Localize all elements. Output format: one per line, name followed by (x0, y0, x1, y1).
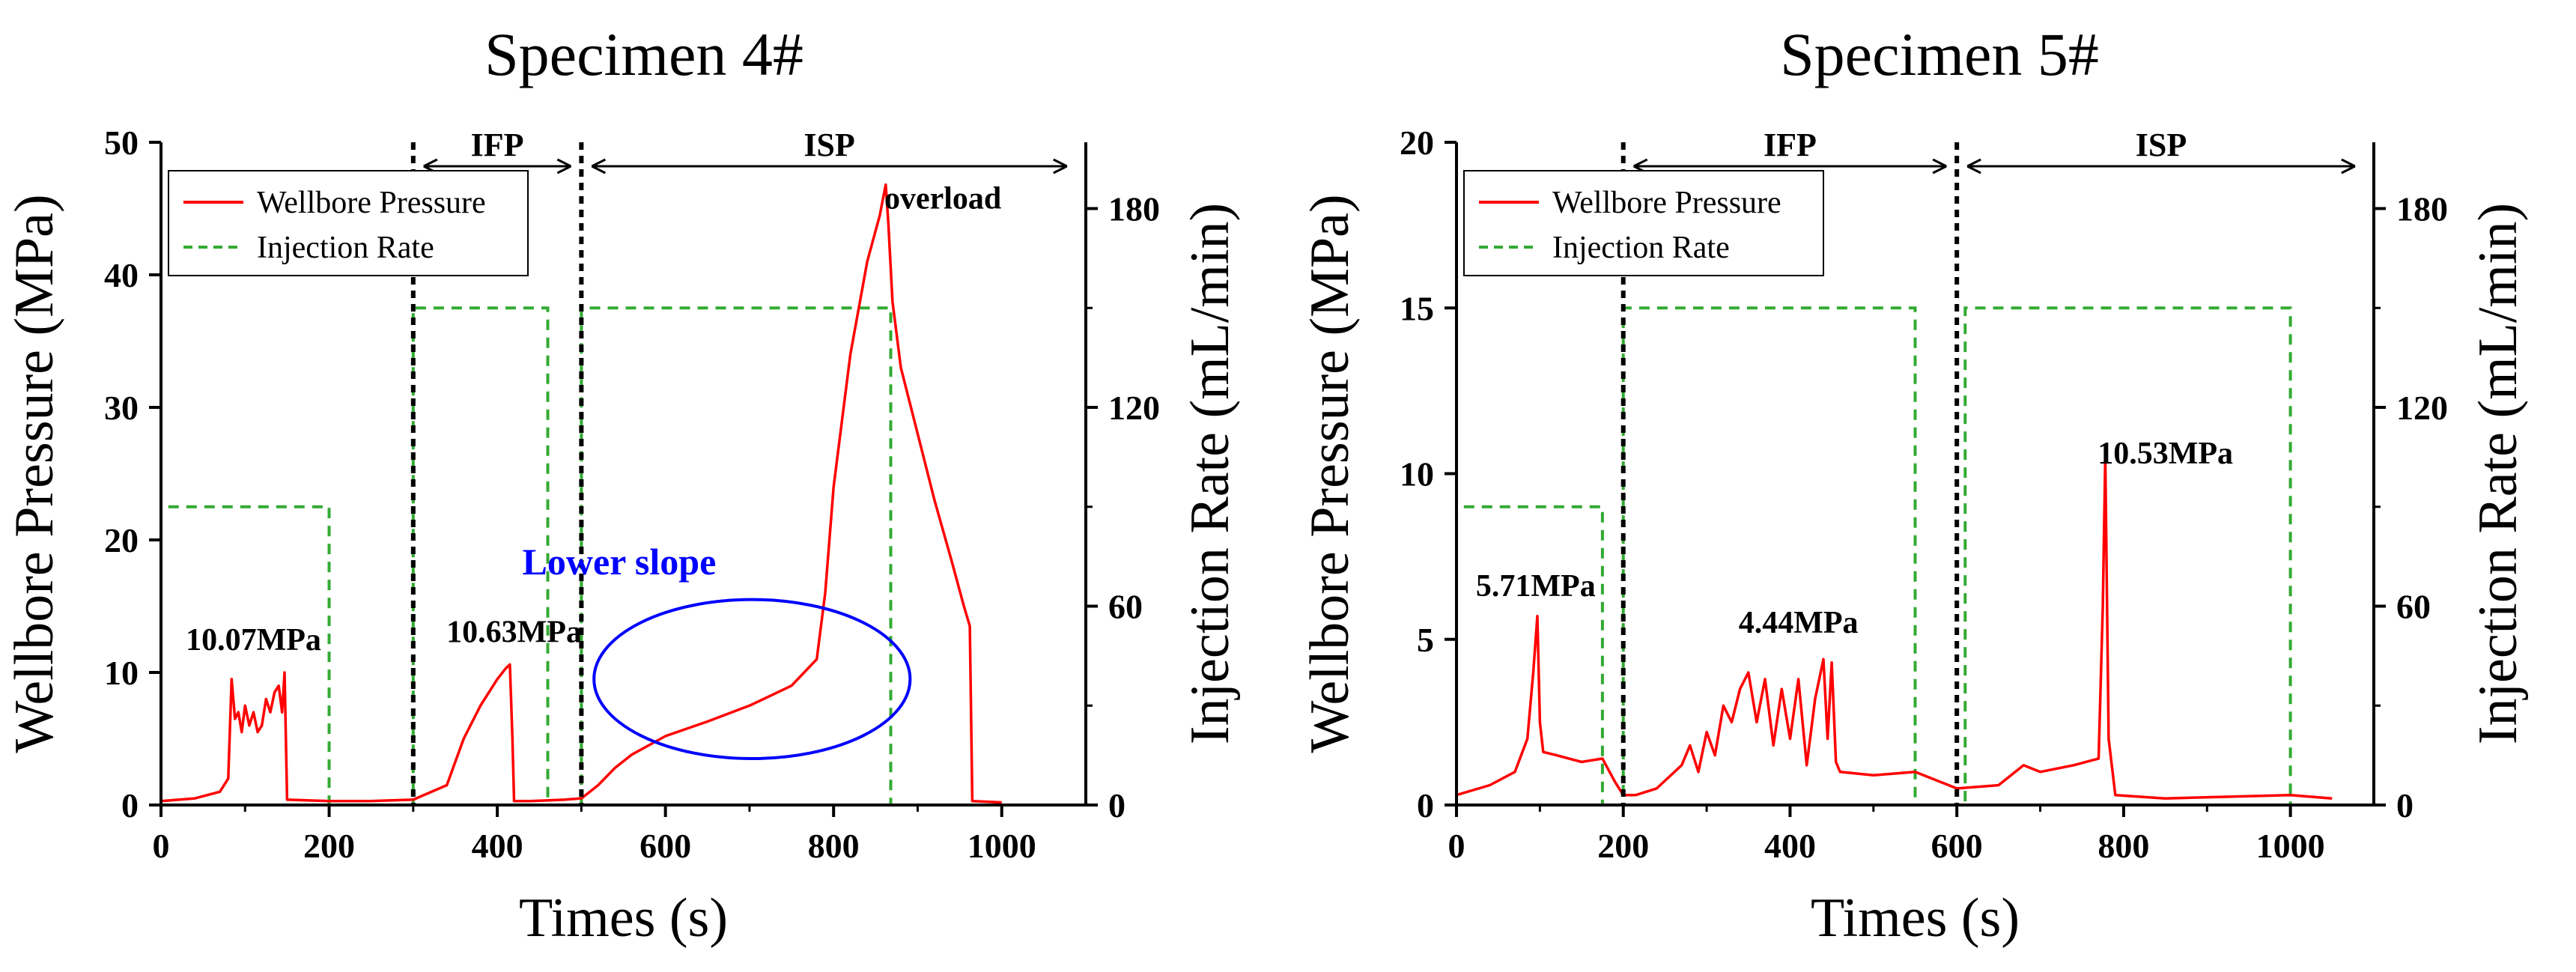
x-axis-label: Times (s) (1811, 887, 2020, 949)
x-tick-label: 400 (472, 827, 523, 865)
x-tick-label: 800 (808, 827, 860, 865)
lower-slope-ellipse (592, 598, 912, 761)
x-tick-label: 1000 (967, 827, 1036, 865)
x-tick-label: 600 (1931, 827, 1983, 865)
legend-label-pressure: Wellbore Pressure (1552, 186, 1781, 220)
y-tick-label: 5 (1417, 621, 1434, 659)
wellbore-pressure-line (161, 183, 1002, 804)
y2-tick-label: 60 (1108, 588, 1143, 626)
y2-tick-label: 180 (1108, 190, 1160, 228)
y2-tick-label: 120 (2396, 389, 2448, 427)
y2-tick-label: 60 (2396, 588, 2431, 626)
y-tick-label: 40 (104, 256, 139, 294)
phase-arrowhead-left (1966, 158, 1981, 174)
phase-label-ifp: IFP (471, 127, 524, 163)
phase-label-ifp: IFP (1764, 127, 1817, 163)
y-tick-label: 10 (104, 654, 139, 692)
annotation-3: overload (884, 182, 1001, 216)
y-tick-label: 10 (1400, 455, 1434, 493)
y2-tick-label: 0 (2396, 786, 2414, 824)
chart-panel-2: Specimen 5# IFP ISP 5.71MPa 4.44MPa 10.53MPa 0… (1299, 20, 2529, 949)
legend: Wellbore Pressure Injection Rate (1463, 170, 1824, 276)
annotation-1: 5.71MPa (1476, 569, 1596, 604)
phase-label-isp: ISP (804, 127, 854, 163)
y2-tick-label: 0 (1108, 786, 1126, 824)
legend-box (1463, 170, 1824, 276)
wellbore-pressure-line (1456, 455, 2333, 800)
y-tick-label: 15 (1400, 289, 1434, 327)
x-tick-label: 0 (1448, 827, 1465, 865)
y2-tick-label: 180 (2396, 190, 2448, 228)
y-tick-label: 0 (1417, 786, 1434, 824)
phase-arrowhead-right (556, 158, 572, 174)
injection-rate-line (161, 306, 1002, 805)
y-tick-label: 0 (121, 786, 139, 824)
x-tick-label: 200 (1597, 827, 1649, 865)
x-tick-label: 800 (2097, 827, 2149, 865)
y-tick-label: 50 (104, 124, 139, 162)
x-axis-label: Times (s) (519, 887, 728, 949)
phase-arrowhead-right (2341, 158, 2356, 174)
phase-label-isp: ISP (2136, 127, 2187, 163)
annotation-2: 4.44MPa (1739, 606, 1859, 640)
y-tick-label: 30 (104, 389, 139, 427)
phase-arrowhead-right (1932, 158, 1947, 174)
y2-axis-label: Injection Rate (mL/min) (2467, 203, 2529, 744)
annotation-3: 10.53MPa (2097, 437, 2233, 471)
chart-title: Specimen 5# (1780, 20, 2099, 88)
x-tick-label: 600 (640, 827, 691, 865)
y-tick-label: 20 (104, 521, 139, 559)
y2-tick-label: 120 (1108, 389, 1160, 427)
y-tick-label: 20 (1400, 124, 1434, 162)
x-tick-label: 200 (303, 827, 355, 865)
x-tick-label: 0 (153, 827, 170, 865)
legend: Wellbore Pressure Injection Rate (168, 170, 529, 276)
legend-label-rate: Injection Rate (1552, 231, 1730, 265)
phase-arrowhead-left (591, 158, 607, 174)
chart-title: Specimen 4# (484, 20, 804, 88)
legend-label-pressure: Wellbore Pressure (257, 186, 486, 220)
annotation-1: 10.07MPa (186, 623, 321, 657)
annotation-4: Lower slope (522, 541, 716, 583)
y2-axis-label: Injection Rate (mL/min) (1179, 203, 1241, 744)
chart-panel-1: Specimen 4# IFP ISP 10.07MPa 10.63MPa overloa… (4, 20, 1241, 949)
y-axis-label: Wellbore Pressure (MPa) (1299, 194, 1361, 753)
annotation-2: 10.63MPa (446, 615, 582, 649)
legend-box (168, 170, 529, 276)
injection-rate-line (1456, 306, 2333, 805)
phase-arrowhead-right (1053, 158, 1068, 174)
y-axis-label: Wellbore Pressure (MPa) (4, 194, 65, 753)
x-tick-label: 1000 (2256, 827, 2325, 865)
legend-label-rate: Injection Rate (257, 231, 434, 265)
x-tick-label: 400 (1764, 827, 1816, 865)
